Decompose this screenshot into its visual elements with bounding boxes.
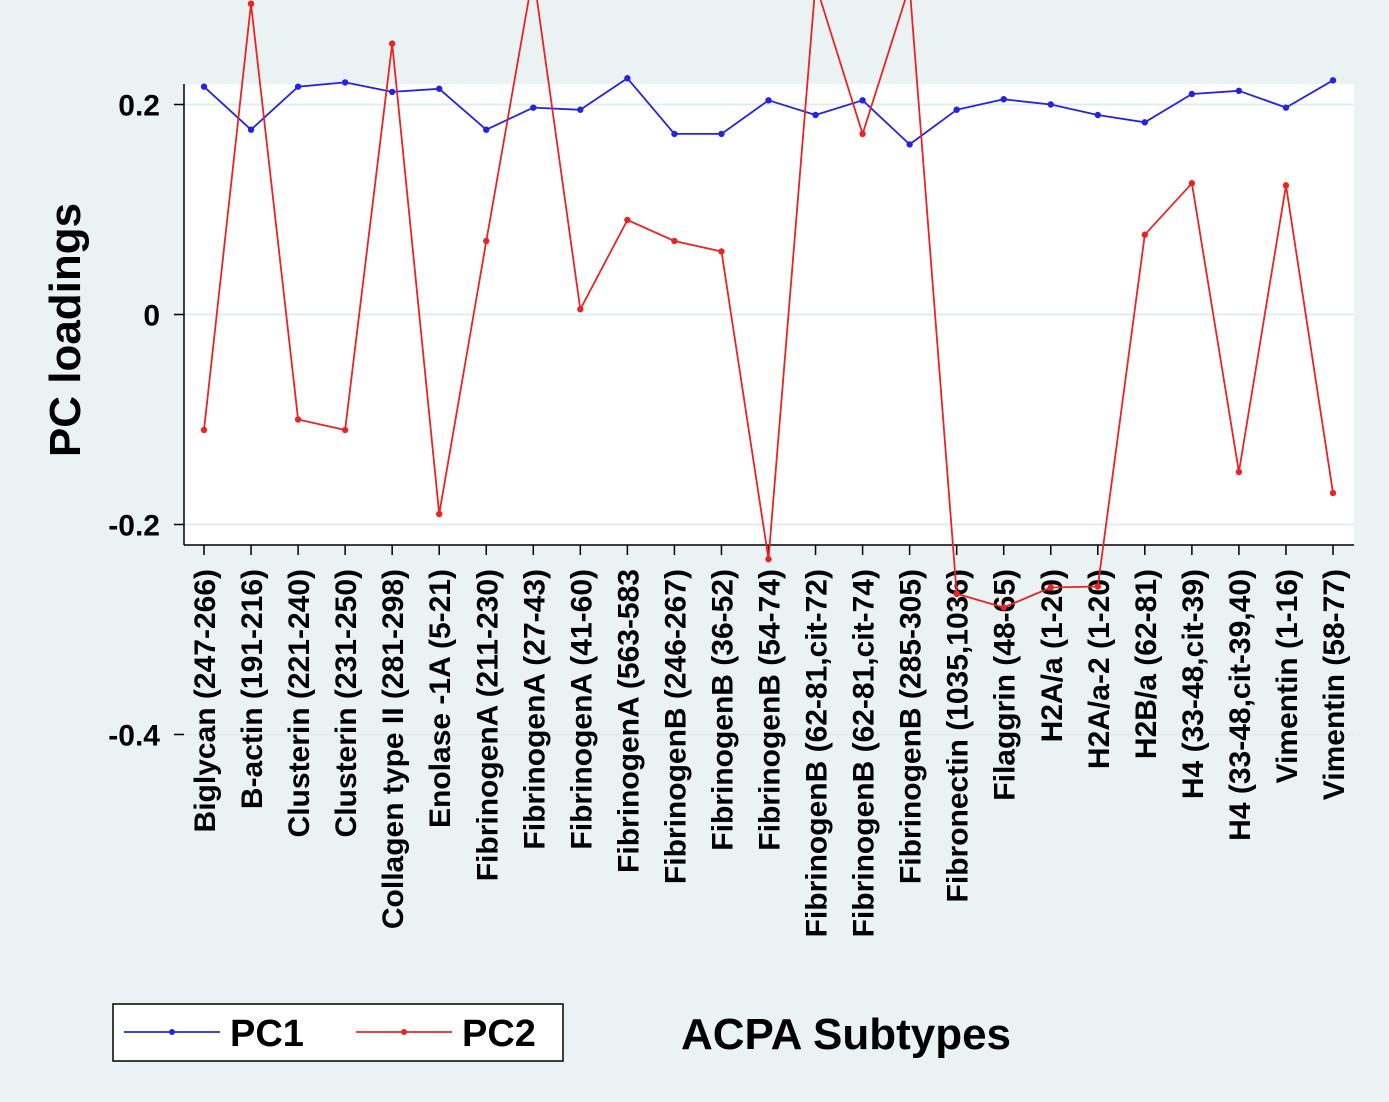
y-tick-label: 0.2 [118,90,160,123]
data-point-pc1 [1141,119,1149,126]
data-point-pc1 [341,79,349,86]
data-point-pc2 [859,130,866,138]
y-tick-label: -0.2 [108,510,160,543]
data-point-pc2 [1235,468,1243,476]
series-pc1 [200,75,1337,148]
data-point-pc2 [765,555,772,563]
y-axis-label: PC loadings [41,203,90,457]
data-point-pc1 [953,106,960,113]
x-tick-label: Enolase -1A (5-21) [424,569,457,828]
x-tick-label: FibrinogenB (36-52) [706,569,739,851]
data-point-pc1 [388,88,396,96]
x-tick-label: Vimentin (1-16) [1271,569,1304,784]
data-point-pc2 [1329,489,1337,497]
data-point-pc1 [1094,111,1101,119]
data-point-pc1 [483,126,490,133]
data-point-pc2 [718,248,725,255]
x-tick-label: FibrinogenA (211-230) [471,569,504,881]
data-point-pc2 [1047,584,1054,591]
x-tick-label: FibrinogenB (285-305) [895,569,928,884]
data-point-pc2 [1141,231,1149,238]
x-tick-label: FibrinogenA (563-583 [612,569,645,873]
x-tick-label: Fibronectin (1035,1036) [942,569,975,902]
series [200,0,1337,611]
data-point-pc1 [577,106,584,113]
x-tick-label: H2A/a-2 (1-20) [1083,569,1116,769]
data-point-pc1 [200,83,208,90]
data-point-pc1 [1047,101,1054,108]
x-tick-label: H4 (33-48,cit-39,40) [1224,569,1257,841]
x-tick-label: H2B/a (62-81) [1130,569,1163,759]
x-tick-label: FibrinogenA (41-60) [565,569,598,850]
data-point-pc1 [624,75,631,82]
data-point-pc2 [624,216,631,224]
legend-label-pc1: PC1 [230,1013,304,1055]
data-point-pc1 [1000,96,1007,103]
data-point-pc1 [436,85,443,92]
x-tick-label: Vimentin (58-77) [1318,569,1351,800]
y-tick-label: 0 [143,300,160,333]
data-point-pc2 [483,237,490,245]
x-tick-label: FibrinogenB (246-267) [659,569,692,884]
data-point-pc2 [1188,180,1196,187]
x-tick-label: Collagen type II (281-298) [377,569,410,929]
data-point-pc2 [1000,604,1007,611]
legend-marker-pc2 [401,1029,407,1035]
y-axis-ticks: -0.4-0.200.20.4 [108,90,184,753]
x-tick-label: B-actin (191-216) [236,569,269,809]
data-point-pc1 [765,97,772,104]
x-tick-label: Biglycan (247-266) [189,569,222,832]
data-point-pc1 [1282,104,1290,111]
data-point-pc2 [953,590,960,597]
data-point-pc1 [530,104,537,111]
legend-marker-pc1 [169,1029,175,1035]
data-point-pc1 [859,97,866,104]
x-tick-label: H4 (33-48,cit-39) [1177,569,1210,799]
y-tick-label: -0.4 [108,720,160,753]
data-point-pc1 [906,141,913,148]
data-point-pc2 [671,237,678,245]
data-point-pc2 [1094,583,1101,590]
data-point-pc2 [247,0,255,7]
legend: PC1 PC2 [112,1003,564,1062]
data-point-pc2 [200,426,208,434]
data-point-pc1 [718,130,725,138]
data-point-pc1 [671,130,678,138]
x-tick-label: FibrinogenA (27-43) [518,569,551,850]
x-tick-label: FibrinogenB (54-74) [754,569,787,851]
data-point-pc2 [388,40,396,47]
x-tick-label: FibrinogenB (62-81,cit-72) [801,569,834,937]
data-point-pc1 [1329,77,1337,84]
data-point-pc1 [1188,90,1196,98]
x-tick-label: H2A/a (1-20) [1036,569,1069,742]
data-point-pc2 [577,306,584,313]
data-point-pc2 [294,416,302,423]
data-point-pc1 [812,111,819,119]
data-point-pc2 [436,510,443,518]
data-point-pc1 [247,126,255,133]
x-axis-label: ACPA Subtypes [681,1010,1011,1059]
data-point-pc2 [1282,182,1290,189]
legend-label-pc2: PC2 [462,1013,536,1055]
data-point-pc1 [294,83,302,90]
grid-lines [184,103,1354,736]
x-axis-ticks: Biglycan (247-266) B-actin (191-216) Clust… [189,545,1351,937]
x-tick-label: Clusterin (231-250) [330,569,363,837]
data-point-pc2 [341,426,349,434]
data-point-pc1 [1235,87,1243,95]
x-tick-label: FibrinogenB (62-81,cit-74) [848,569,881,937]
x-tick-label: Clusterin (221-240) [283,569,316,837]
series-pc2 [200,0,1337,611]
